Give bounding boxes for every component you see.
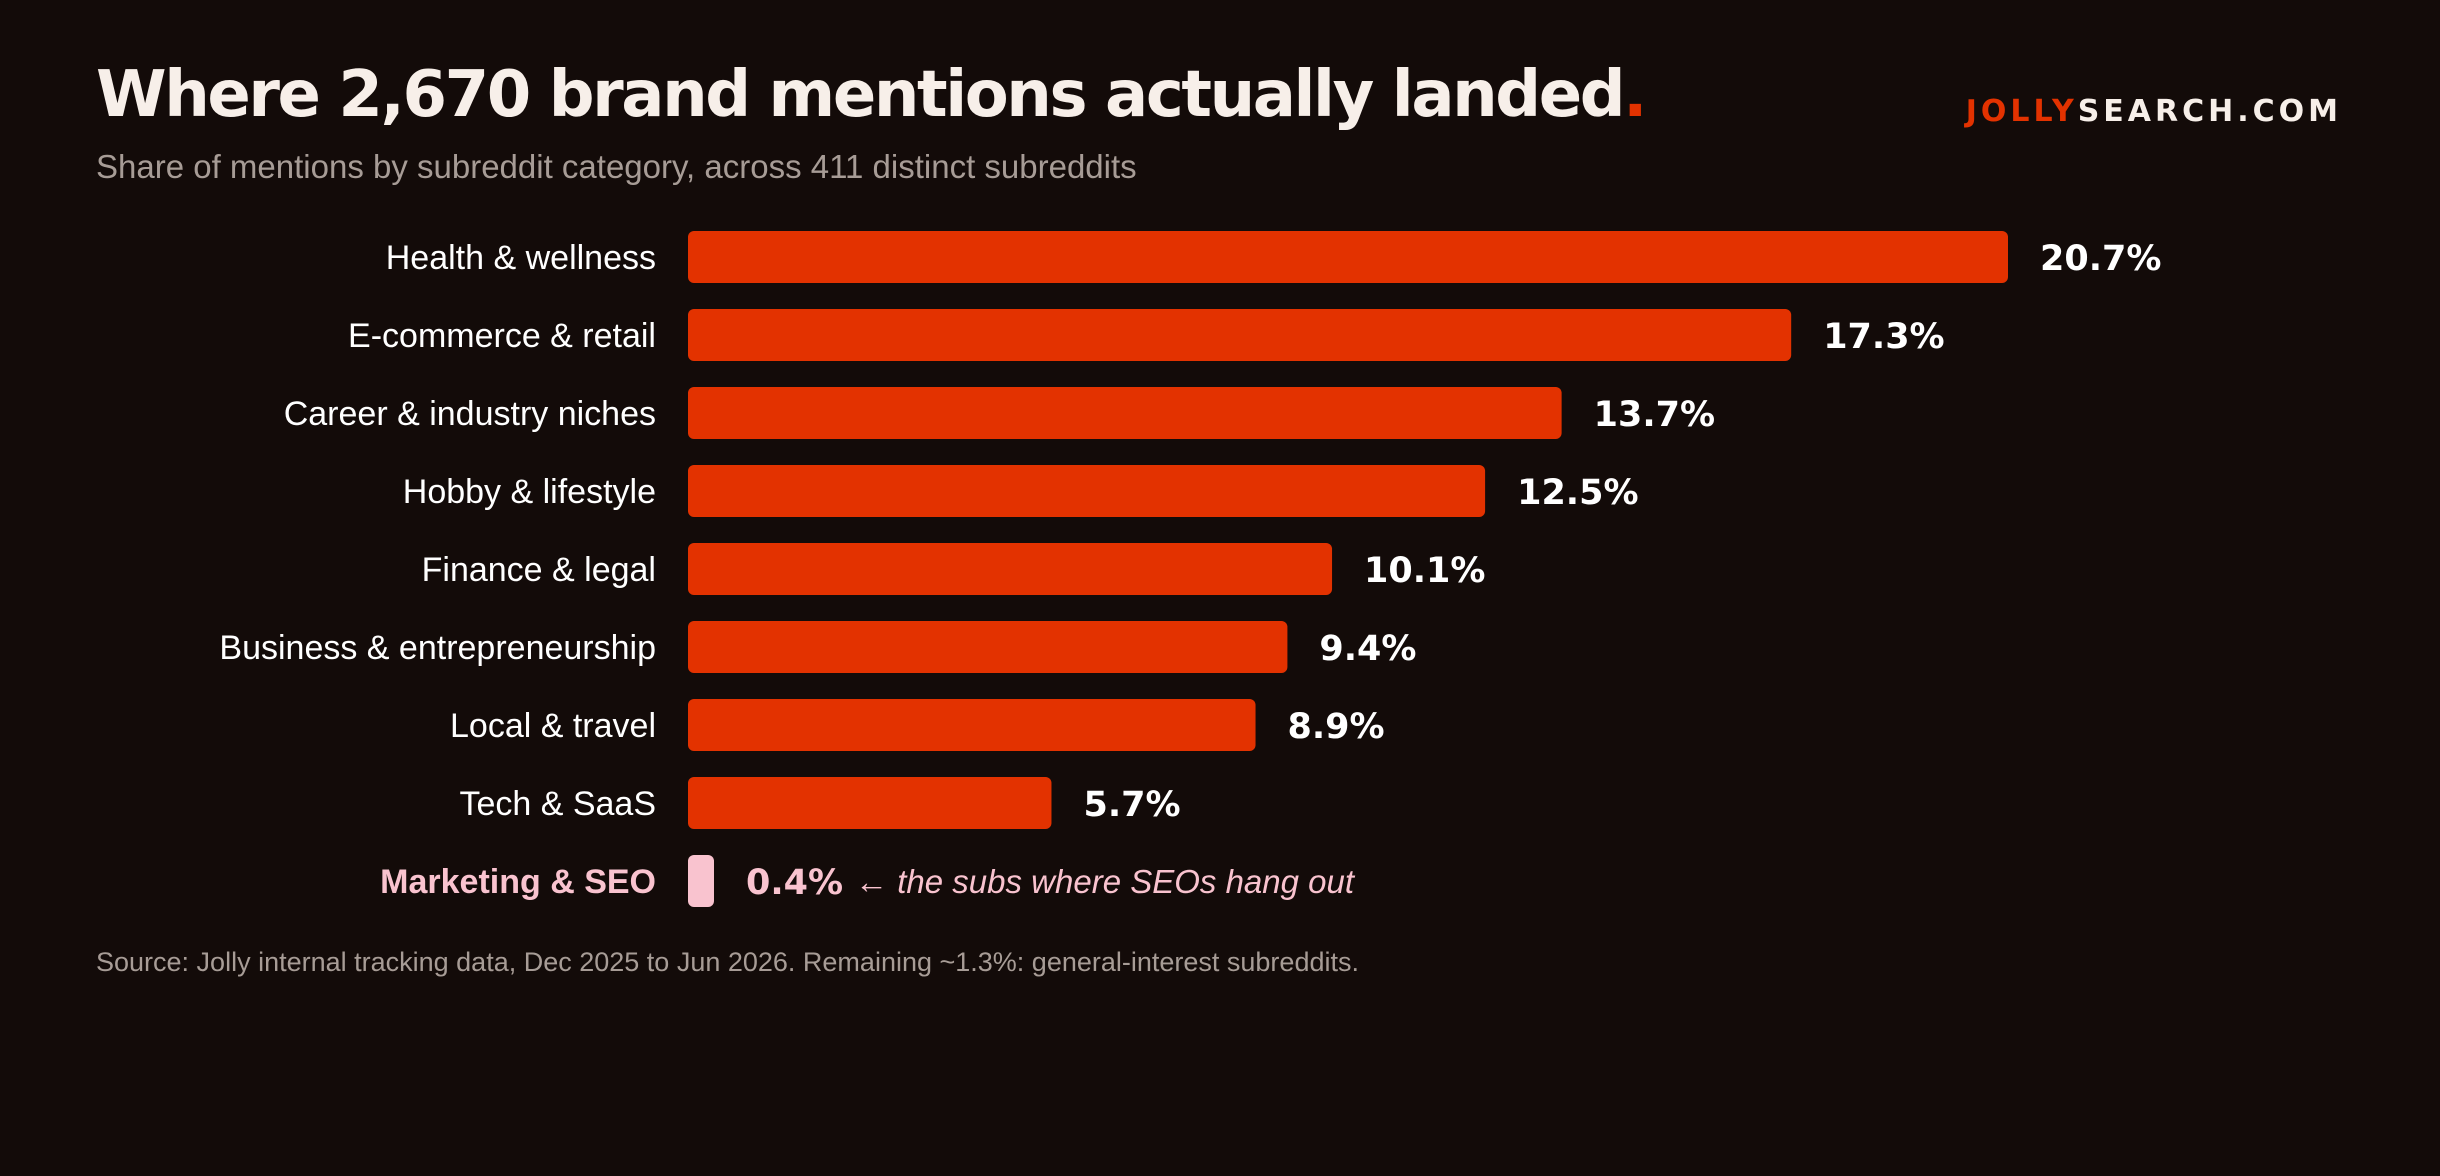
bar-career-and-industry-niches: [688, 387, 1562, 439]
bar-e-commerce-and-retail: [688, 309, 1792, 361]
value-label-tech-and-saas: 5.7%: [1083, 785, 1180, 825]
category-label-hobby-and-lifestyle: Hobby & lifestyle: [403, 473, 656, 511]
chart-title: Where 2,670 brand mentions actually land…: [96, 58, 1647, 132]
bar-tech-and-saas: [688, 777, 1052, 829]
bar-local-and-travel: [688, 699, 1256, 751]
annotation-note: ← the subs where SEOs hang out: [855, 863, 1356, 900]
value-label-business-and-entrepreneurship: 9.4%: [1319, 629, 1416, 669]
category-label-career-and-industry-niches: Career & industry niches: [284, 395, 656, 433]
bar-business-and-entrepreneurship: [688, 621, 1288, 673]
category-label-tech-and-saas: Tech & SaaS: [459, 785, 656, 823]
value-label-health-and-wellness: 20.7%: [2040, 239, 2161, 279]
category-label-finance-and-legal: Finance & legal: [422, 551, 656, 589]
title-accent-dot: .: [1623, 58, 1647, 132]
value-label-career-and-industry-niches: 13.7%: [1594, 395, 1715, 435]
category-label-marketing-and-seo: Marketing & SEO: [380, 863, 656, 901]
bar-health-and-wellness: [688, 231, 2008, 283]
source-note: Source: Jolly internal tracking data, De…: [96, 947, 1359, 977]
value-label-finance-and-legal: 10.1%: [1364, 551, 1485, 591]
brand-logo: JOLLYSEARCH.COM: [1966, 94, 2342, 129]
brand-logo-accent: JOLLY: [1965, 94, 2078, 129]
chart-subtitle: Share of mentions by subreddit category,…: [96, 148, 1137, 185]
category-label-local-and-travel: Local & travel: [450, 707, 656, 745]
bar-marketing-and-seo: [688, 855, 714, 907]
value-label-hobby-and-lifestyle: 12.5%: [1517, 473, 1638, 513]
category-label-business-and-entrepreneurship: Business & entrepreneurship: [219, 629, 656, 667]
value-label-e-commerce-and-retail: 17.3%: [1823, 317, 1944, 357]
category-label-health-and-wellness: Health & wellness: [386, 239, 656, 277]
brand-logo-domain: SEARCH.COM: [2077, 94, 2342, 129]
bar-finance-and-legal: [688, 543, 1333, 595]
title-text: Where 2,670 brand mentions actually land…: [96, 58, 1626, 132]
bar-hobby-and-lifestyle: [688, 465, 1486, 517]
value-label-marketing-and-seo: 0.4%: [746, 863, 843, 903]
value-label-local-and-travel: 8.9%: [1288, 707, 1385, 747]
category-label-e-commerce-and-retail: E-commerce & retail: [348, 317, 656, 355]
